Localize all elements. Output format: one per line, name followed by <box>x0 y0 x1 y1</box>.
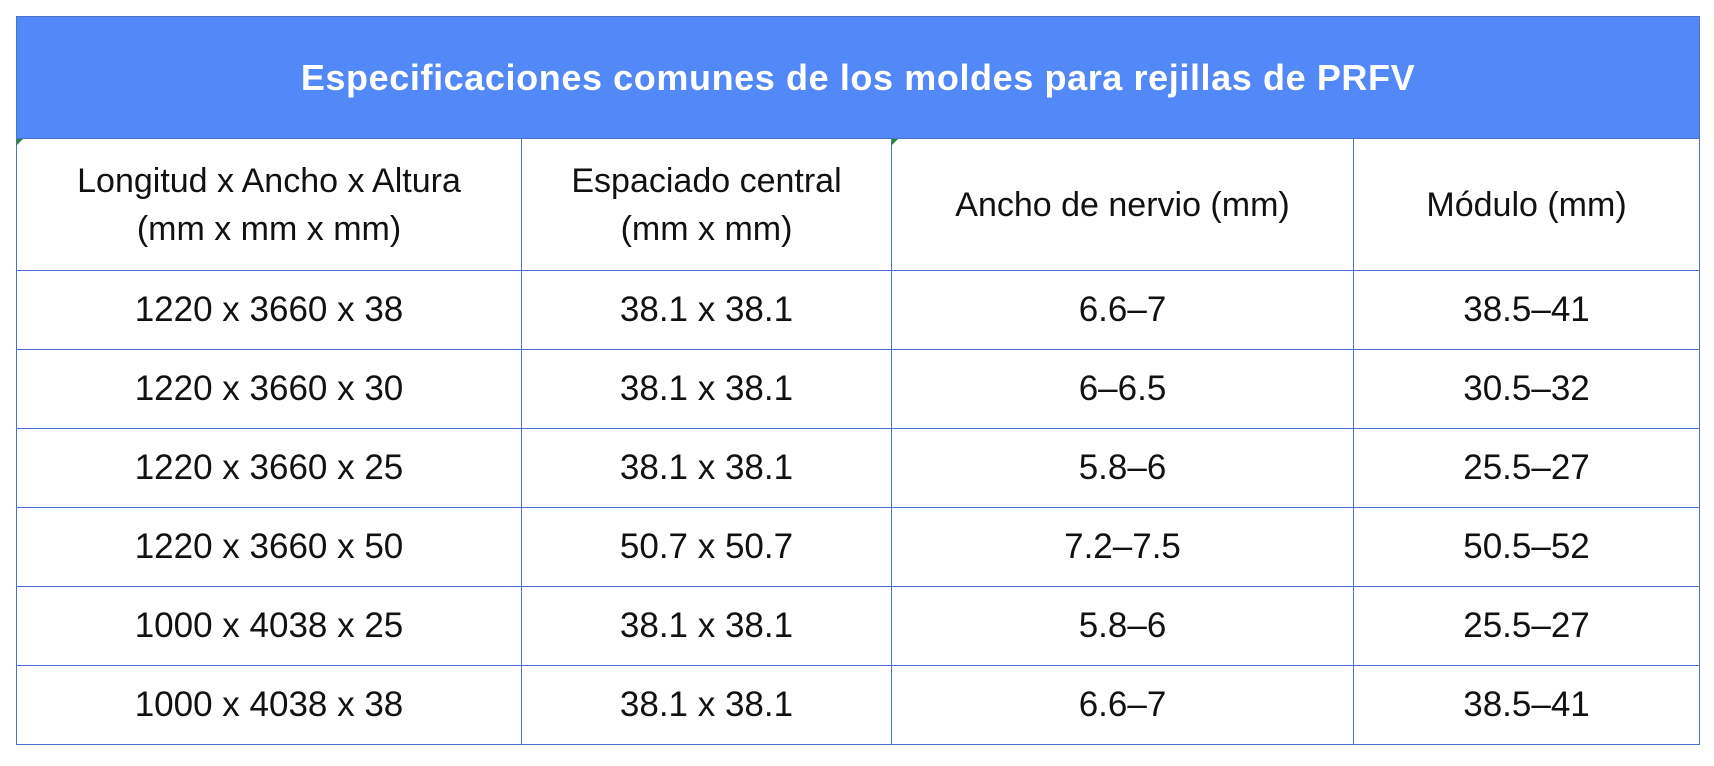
column-header-rib-width: Ancho de nervio (mm) <box>891 138 1354 271</box>
table-row: 1000 x 4038 x 25 38.1 x 38.1 5.8–6 25.5–… <box>16 586 1701 666</box>
cell-module: 25.5–27 <box>1352 586 1701 666</box>
column-header-line: Espaciado central <box>571 161 842 200</box>
specifications-table: Especificaciones comunes de los moldes p… <box>15 16 1701 745</box>
table-row: 1220 x 3660 x 38 38.1 x 38.1 6.6–7 38.5–… <box>16 270 1701 350</box>
column-header-line: (mm x mm) <box>620 209 793 248</box>
cell-dimensions: 1220 x 3660 x 30 <box>16 349 522 429</box>
title-row: Especificaciones comunes de los moldes p… <box>15 16 1701 139</box>
cell-rib-width: 6.6–7 <box>891 665 1354 745</box>
cell-dimensions: 1220 x 3660 x 25 <box>16 428 522 508</box>
column-header-line: Longitud x Ancho x Altura <box>77 161 461 200</box>
table-row: 1220 x 3660 x 50 50.7 x 50.7 7.2–7.5 50.… <box>16 507 1701 587</box>
table-row: 1220 x 3660 x 25 38.1 x 38.1 5.8–6 25.5–… <box>16 428 1701 508</box>
cell-spacing: 38.1 x 38.1 <box>521 586 892 666</box>
cell-rib-width: 7.2–7.5 <box>891 507 1354 587</box>
column-header-line: (mm x mm x mm) <box>136 209 402 248</box>
cell-module: 50.5–52 <box>1352 507 1701 587</box>
cell-dimensions: 1000 x 4038 x 25 <box>16 586 522 666</box>
column-header-line: Ancho de nervio (mm) <box>955 185 1290 224</box>
cell-dimensions: 1220 x 3660 x 50 <box>16 507 522 587</box>
cell-module: 30.5–32 <box>1352 349 1701 429</box>
cell-spacing: 38.1 x 38.1 <box>521 665 892 745</box>
cell-dimensions: 1000 x 4038 x 38 <box>16 665 522 745</box>
cell-rib-width: 5.8–6 <box>891 428 1354 508</box>
cell-corner-marker <box>892 139 898 145</box>
column-header-line: Módulo (mm) <box>1426 185 1627 224</box>
cell-rib-width: 5.8–6 <box>891 586 1354 666</box>
cell-rib-width: 6–6.5 <box>891 349 1354 429</box>
table-row: 1220 x 3660 x 30 38.1 x 38.1 6–6.5 30.5–… <box>16 349 1701 429</box>
cell-spacing: 38.1 x 38.1 <box>521 428 892 508</box>
cell-module: 38.5–41 <box>1352 665 1701 745</box>
cell-dimensions: 1220 x 3660 x 38 <box>16 270 522 350</box>
cell-corner-marker <box>17 139 23 145</box>
table-row: 1000 x 4038 x 38 38.1 x 38.1 6.6–7 38.5–… <box>16 665 1701 745</box>
cell-spacing: 38.1 x 38.1 <box>521 270 892 350</box>
cell-spacing: 38.1 x 38.1 <box>521 349 892 429</box>
table-title: Especificaciones comunes de los moldes p… <box>15 16 1701 139</box>
cell-module: 25.5–27 <box>1352 428 1701 508</box>
header-row: Longitud x Ancho x Altura (mm x mm x mm)… <box>16 138 1701 271</box>
column-header-dimensions: Longitud x Ancho x Altura (mm x mm x mm) <box>16 138 522 271</box>
column-header-module: Módulo (mm) <box>1352 138 1701 271</box>
cell-rib-width: 6.6–7 <box>891 270 1354 350</box>
column-header-spacing: Espaciado central (mm x mm) <box>521 138 892 271</box>
cell-module: 38.5–41 <box>1352 270 1701 350</box>
cell-spacing: 50.7 x 50.7 <box>521 507 892 587</box>
